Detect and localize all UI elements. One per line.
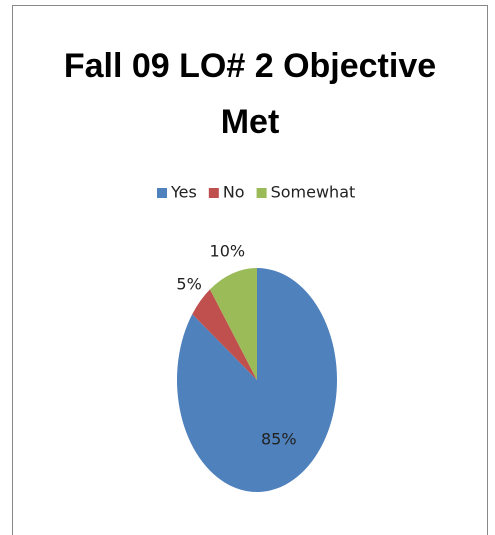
chart-title: Fall 09 LO# 2 Objective Met (63, 47, 437, 141)
legend-label: Yes (170, 183, 197, 202)
legend-swatch (256, 188, 267, 198)
pie-slice (192, 289, 257, 380)
legend-swatch (208, 188, 219, 198)
legend-label: No (223, 183, 245, 202)
legend-label: Somewhat (271, 183, 356, 202)
pie-slice (209, 268, 257, 380)
data-label: 10% (210, 242, 246, 261)
data-label: 85% (261, 429, 297, 448)
chart-frame (12, 5, 488, 535)
data-label: 5% (176, 274, 201, 293)
legend-swatch (157, 188, 167, 198)
